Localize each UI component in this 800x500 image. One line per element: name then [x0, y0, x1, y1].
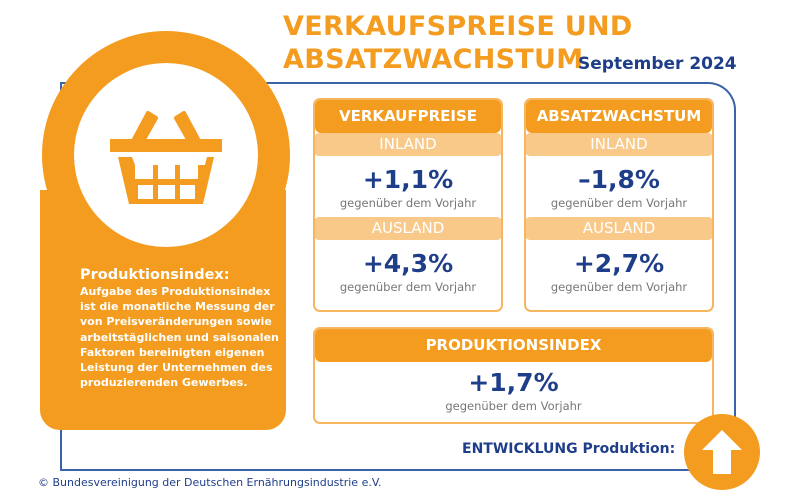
verkaufspreise-card: VERKAUFPREISE INLAND +1,1% gegenüber dem…	[313, 98, 503, 312]
info-heading: Produktionsindex:	[80, 267, 230, 283]
inland-label: INLAND	[315, 133, 501, 156]
card-header: PRODUKTIONSINDEX	[315, 329, 712, 362]
ausland-sub: gegenüber dem Vorjahr	[339, 280, 477, 294]
produktion-value: +1,7%	[468, 368, 559, 397]
info-text: Produktionsindex: Aufgabe des Produktion…	[80, 266, 280, 390]
inland-value: +1,1%	[362, 165, 454, 194]
inland-sub: gegenüber dem Vorjahr	[339, 196, 477, 210]
ausland-sub: gegenüber dem Vorjahr	[550, 280, 688, 294]
inland-value: –1,8%	[578, 165, 660, 194]
copyright: © Bundesvereinigung der Deutschen Ernähr…	[38, 476, 382, 489]
shopping-basket-icon	[110, 111, 222, 204]
arrow-up-icon	[702, 430, 742, 474]
produktion-sub: gegenüber dem Vorjahr	[445, 399, 582, 413]
inland-label: INLAND	[526, 133, 712, 156]
ausland-value: +4,3%	[362, 249, 454, 278]
frame-border-bottom	[60, 469, 700, 471]
absatzwachstum-card: ABSATZWACHSTUM INLAND –1,8% gegenüber de…	[524, 98, 714, 312]
card-header: ABSATZWACHSTUM	[526, 100, 712, 133]
basket-circle	[74, 63, 258, 247]
date-label: September 2024	[578, 54, 737, 74]
info-body: Aufgabe des Produktionsindex ist die mon…	[80, 285, 279, 390]
produktionsindex-card: PRODUKTIONSINDEX +1,7% gegenüber dem Vor…	[313, 327, 714, 424]
trend-badge	[684, 414, 760, 490]
page-title: VERKAUFSPREISE UND ABSATZWACHSTUM	[283, 11, 633, 75]
card-header: VERKAUFPREISE	[315, 100, 501, 133]
ausland-label: AUSLAND	[315, 217, 501, 240]
inland-sub: gegenüber dem Vorjahr	[550, 196, 688, 210]
ausland-value: +2,7%	[573, 249, 665, 278]
entwicklung-label: ENTWICKLUNG Produktion:	[462, 441, 676, 457]
ausland-label: AUSLAND	[526, 217, 712, 240]
